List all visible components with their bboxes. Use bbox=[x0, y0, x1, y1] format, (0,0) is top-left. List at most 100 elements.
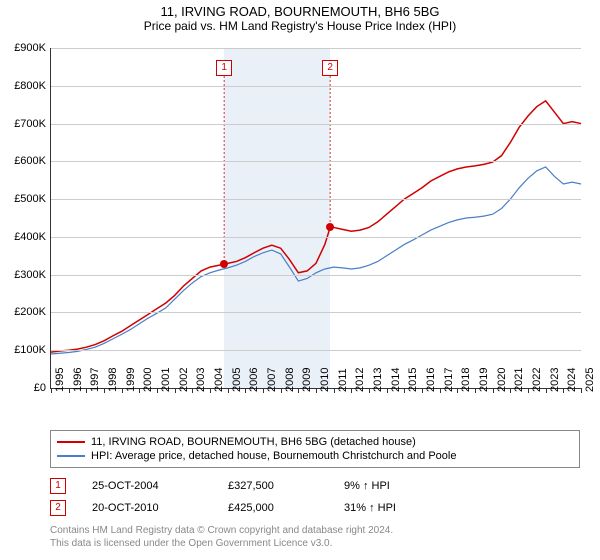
x-tick bbox=[263, 388, 264, 393]
gridline bbox=[51, 161, 581, 162]
x-tick bbox=[351, 388, 352, 393]
line-layer bbox=[51, 48, 581, 388]
x-tick bbox=[546, 388, 547, 393]
sales-table: 1 25-OCT-2004 £327,500 9% ↑ HPI 2 20-OCT-2010… bbox=[50, 475, 580, 519]
gridline bbox=[51, 237, 581, 238]
x-axis-label: 2014 bbox=[390, 368, 402, 392]
x-tick bbox=[122, 388, 123, 393]
x-tick bbox=[86, 388, 87, 393]
series-property_price bbox=[51, 101, 581, 352]
x-tick bbox=[51, 388, 52, 393]
footer-attribution: Contains HM Land Registry data © Crown c… bbox=[50, 524, 393, 550]
x-axis-label: 2020 bbox=[496, 368, 508, 392]
gridline bbox=[51, 275, 581, 276]
y-axis-label: £200K bbox=[14, 306, 46, 318]
x-tick bbox=[334, 388, 335, 393]
legend-label: 11, IRVING ROAD, BOURNEMOUTH, BH6 5BG (d… bbox=[91, 436, 416, 448]
x-tick bbox=[369, 388, 370, 393]
x-axis-label: 2012 bbox=[354, 368, 366, 392]
sale-marker-icon: 2 bbox=[50, 500, 66, 516]
y-axis-label: £300K bbox=[14, 269, 46, 281]
legend-box: 11, IRVING ROAD, BOURNEMOUTH, BH6 5BG (d… bbox=[50, 430, 580, 468]
x-axis-label: 2008 bbox=[284, 368, 296, 392]
x-axis-label: 2023 bbox=[549, 368, 561, 392]
x-axis-label: 2024 bbox=[566, 368, 578, 392]
y-axis-label: £100K bbox=[14, 344, 46, 356]
sale-row: 2 20-OCT-2010 £425,000 31% ↑ HPI bbox=[50, 497, 580, 519]
x-tick bbox=[440, 388, 441, 393]
x-axis-label: 2017 bbox=[443, 368, 455, 392]
chart-area: 12 £0£100K£200K£300K£400K£500K£600K£700K… bbox=[50, 48, 580, 388]
sale-row: 1 25-OCT-2004 £327,500 9% ↑ HPI bbox=[50, 475, 580, 497]
sale-price: £327,500 bbox=[228, 480, 318, 492]
x-tick bbox=[210, 388, 211, 393]
sale-dot bbox=[326, 223, 334, 231]
legend-item: 11, IRVING ROAD, BOURNEMOUTH, BH6 5BG (d… bbox=[57, 435, 573, 449]
x-tick bbox=[316, 388, 317, 393]
footer-line-2: This data is licensed under the Open Gov… bbox=[50, 537, 393, 550]
x-axis-label: 1998 bbox=[107, 368, 119, 392]
x-axis-label: 2000 bbox=[142, 368, 154, 392]
y-axis-label: £800K bbox=[14, 80, 46, 92]
x-tick bbox=[387, 388, 388, 393]
x-tick bbox=[528, 388, 529, 393]
chart-title: 11, IRVING ROAD, BOURNEMOUTH, BH6 5BG bbox=[0, 0, 600, 19]
sale-date: 25-OCT-2004 bbox=[92, 480, 202, 492]
x-tick bbox=[298, 388, 299, 393]
sale-delta: 9% ↑ HPI bbox=[344, 480, 390, 492]
x-axis-label: 2005 bbox=[231, 368, 243, 392]
x-axis-label: 2006 bbox=[248, 368, 260, 392]
x-tick bbox=[139, 388, 140, 393]
x-tick bbox=[245, 388, 246, 393]
sale-delta: 31% ↑ HPI bbox=[344, 502, 396, 514]
sale-date: 20-OCT-2010 bbox=[92, 502, 202, 514]
chart-subtitle: Price paid vs. HM Land Registry's House … bbox=[0, 19, 600, 37]
x-tick bbox=[563, 388, 564, 393]
sale-marker-icon: 1 bbox=[50, 478, 66, 494]
x-axis-label: 2019 bbox=[478, 368, 490, 392]
x-tick bbox=[510, 388, 511, 393]
x-tick bbox=[157, 388, 158, 393]
x-axis-label: 1995 bbox=[54, 368, 66, 392]
x-axis-label: 2007 bbox=[266, 368, 278, 392]
sale-marker-flag: 2 bbox=[322, 60, 338, 76]
y-axis-label: £500K bbox=[14, 193, 46, 205]
x-axis-label: 2010 bbox=[319, 368, 331, 392]
gridline bbox=[51, 350, 581, 351]
x-tick bbox=[175, 388, 176, 393]
gridline bbox=[51, 124, 581, 125]
x-axis-label: 2022 bbox=[531, 368, 543, 392]
x-tick bbox=[228, 388, 229, 393]
x-tick bbox=[281, 388, 282, 393]
y-axis-label: £400K bbox=[14, 231, 46, 243]
x-axis-label: 2004 bbox=[213, 368, 225, 392]
chart-container: 11, IRVING ROAD, BOURNEMOUTH, BH6 5BG Pr… bbox=[0, 0, 600, 560]
x-tick bbox=[581, 388, 582, 393]
x-tick bbox=[475, 388, 476, 393]
legend-swatch bbox=[57, 455, 85, 457]
x-tick bbox=[422, 388, 423, 393]
y-axis-label: £600K bbox=[14, 155, 46, 167]
x-axis-label: 2015 bbox=[407, 368, 419, 392]
x-axis-label: 2003 bbox=[195, 368, 207, 392]
y-axis-label: £900K bbox=[14, 42, 46, 54]
legend-swatch bbox=[57, 441, 85, 443]
x-axis-label: 2009 bbox=[301, 368, 313, 392]
footer-line-1: Contains HM Land Registry data © Crown c… bbox=[50, 524, 393, 537]
x-tick bbox=[457, 388, 458, 393]
gridline bbox=[51, 199, 581, 200]
gridline bbox=[51, 48, 581, 49]
x-tick bbox=[404, 388, 405, 393]
x-tick bbox=[493, 388, 494, 393]
x-axis-label: 1999 bbox=[125, 368, 137, 392]
x-axis-label: 2002 bbox=[178, 368, 190, 392]
x-axis-label: 2016 bbox=[425, 368, 437, 392]
x-tick bbox=[192, 388, 193, 393]
sale-price: £425,000 bbox=[228, 502, 318, 514]
sale-dot bbox=[220, 260, 228, 268]
x-axis-label: 1997 bbox=[89, 368, 101, 392]
x-axis-label: 2011 bbox=[337, 368, 349, 392]
x-tick bbox=[104, 388, 105, 393]
x-axis-label: 1996 bbox=[72, 368, 84, 392]
x-tick bbox=[69, 388, 70, 393]
